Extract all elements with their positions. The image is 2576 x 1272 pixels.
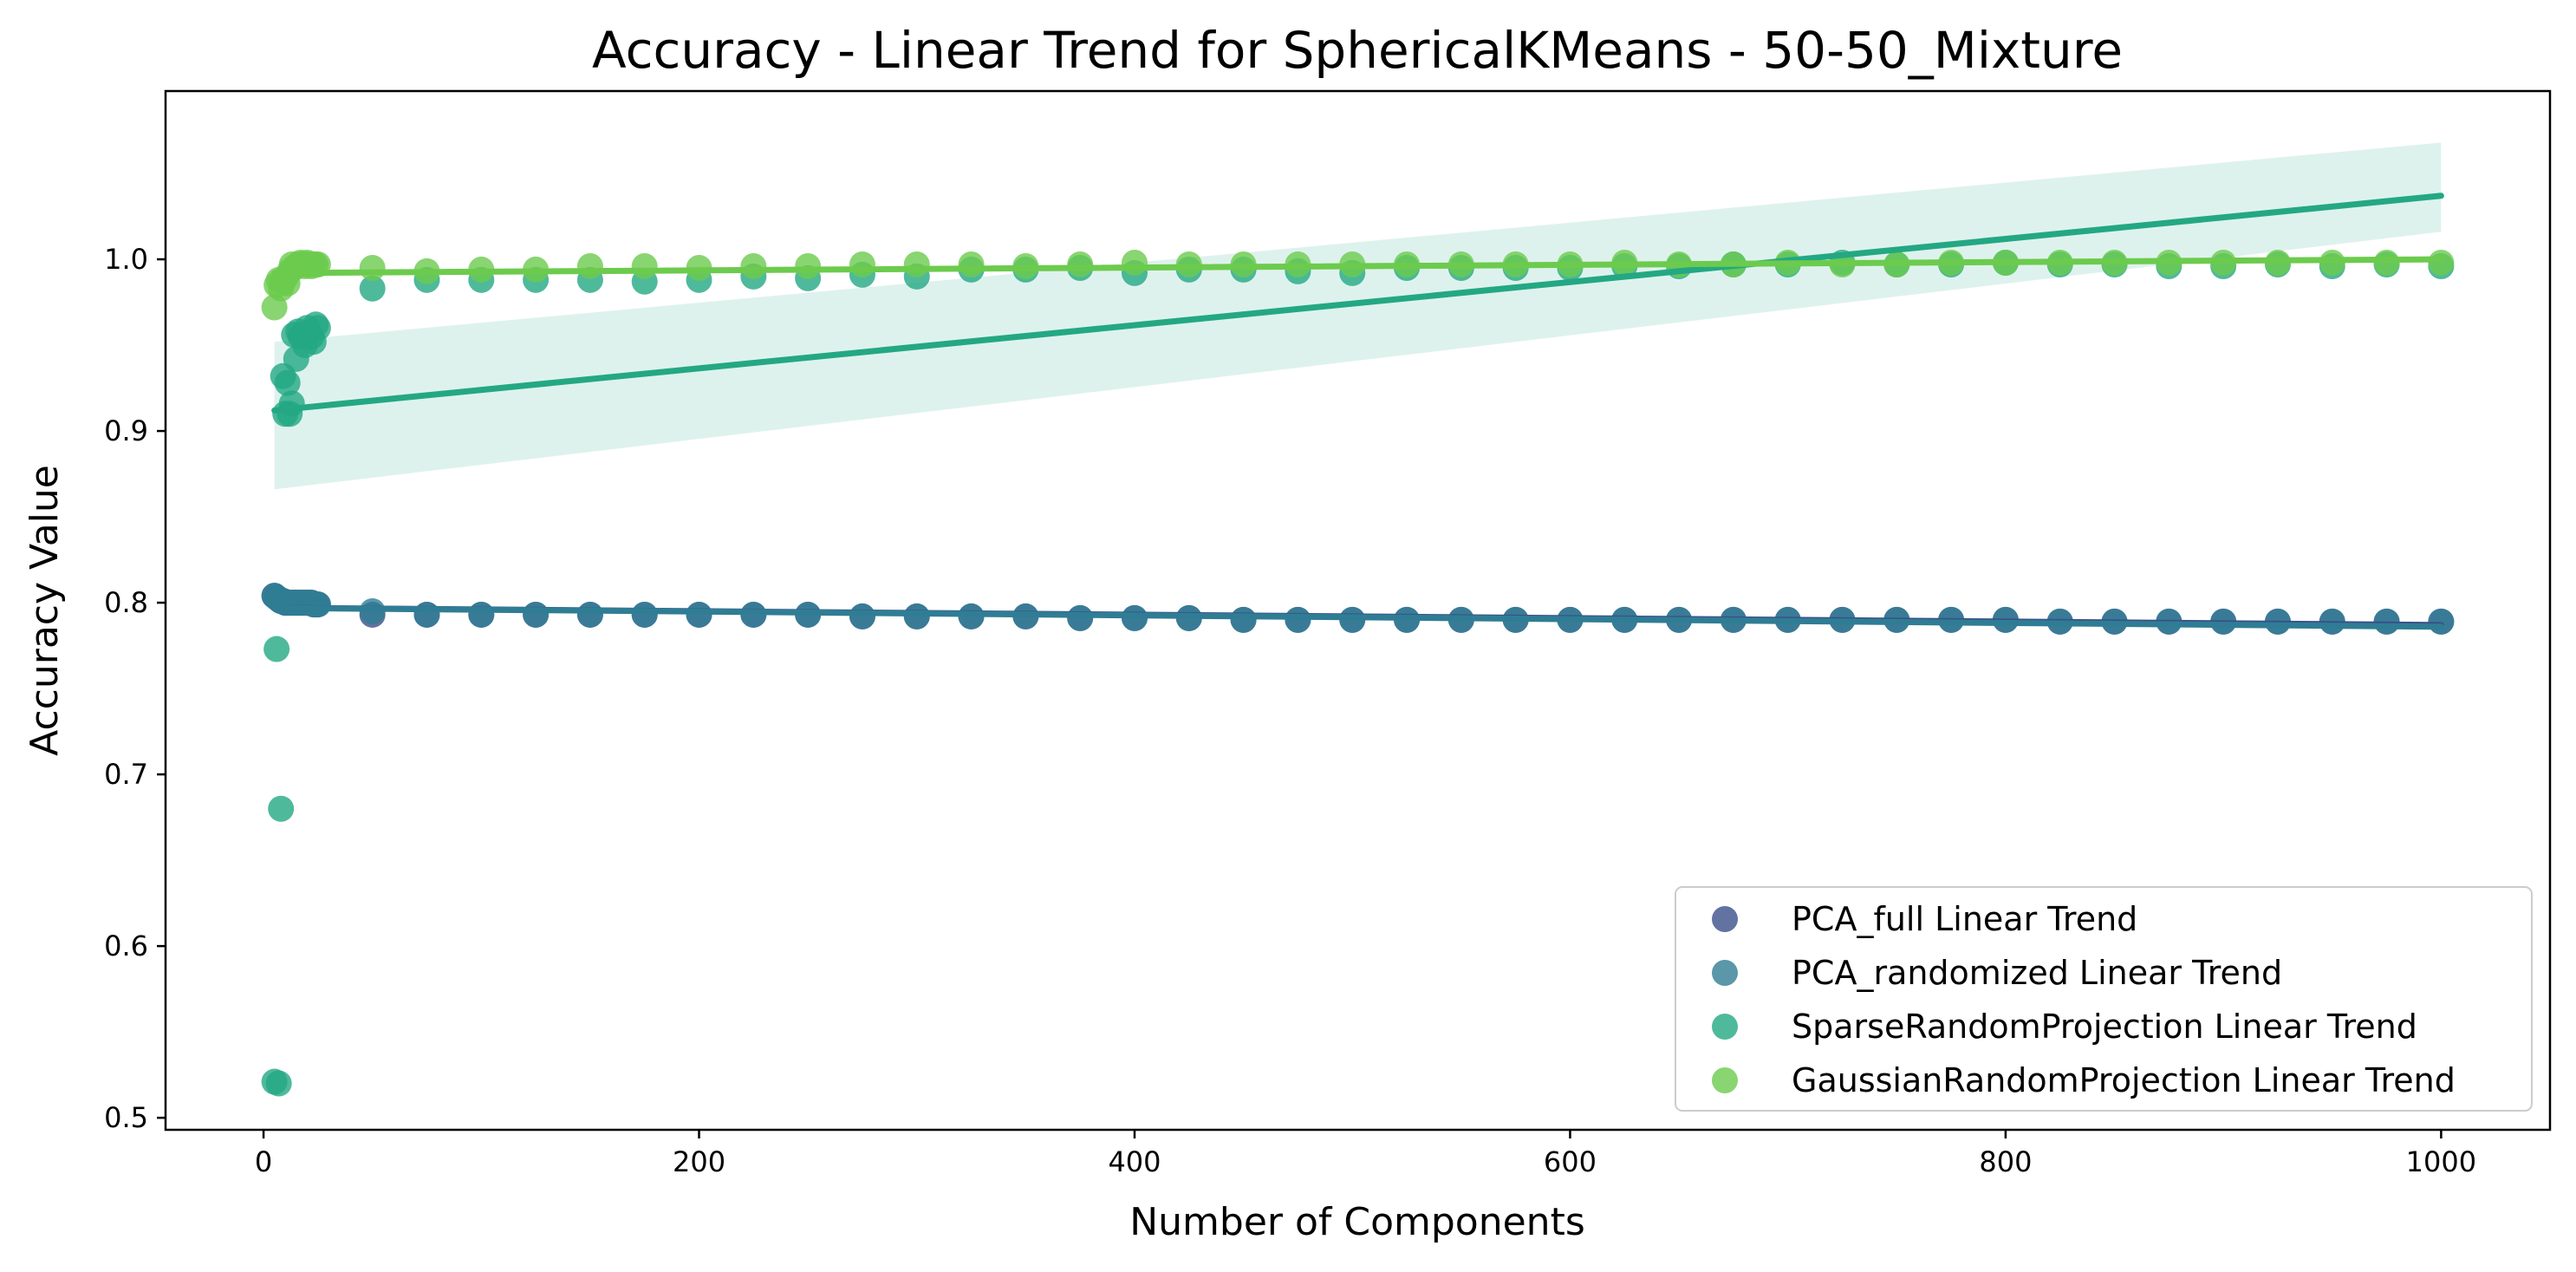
y-tick-label: 0.6 [104, 930, 148, 962]
y-axis-label: Accuracy Value [23, 465, 67, 756]
data-point [849, 603, 875, 629]
legend: PCA_full Linear Trend PCA_randomized Line… [1675, 886, 2533, 1112]
data-point [576, 601, 603, 628]
x-axis-ticks: 0 200 400 600 800 1000 [255, 1130, 2476, 1178]
data-point [631, 601, 658, 628]
trend-line-layer [271, 192, 2444, 630]
y-tick-label: 0.9 [104, 414, 148, 447]
plot-area-frame [164, 89, 2552, 1132]
data-point [359, 254, 386, 281]
x-tick-label: 400 [1108, 1145, 1161, 1178]
x-tick-label: 200 [673, 1145, 725, 1178]
legend-items: PCA_full Linear Trend PCA_randomized Line… [1712, 900, 2456, 1099]
x-axis-label: Number of Components [1129, 1200, 1585, 1244]
legend-label: GaussianRandomProjection Linear Trend [1792, 1061, 2456, 1099]
data-point [958, 251, 985, 277]
data-point [1067, 604, 1094, 631]
data-point [1121, 250, 1148, 277]
data-point [274, 369, 301, 396]
legend-marker [1712, 1014, 1738, 1040]
legend-label: PCA_randomized Linear Trend [1792, 954, 2282, 992]
x-tick-label: 1000 [2406, 1145, 2476, 1178]
trend-line [271, 192, 2444, 414]
data-point [1230, 606, 1257, 633]
data-point [265, 1070, 292, 1097]
data-point [278, 390, 305, 417]
legend-label: PCA_full Linear Trend [1792, 900, 2137, 938]
trend-line [271, 604, 2444, 630]
data-point [740, 252, 767, 279]
y-tick-label: 0.7 [104, 758, 148, 791]
legend-box [1675, 886, 2533, 1112]
y-axis-ticks: 0.5 0.6 0.7 0.8 0.9 1.0 [104, 243, 166, 1134]
data-point [468, 601, 495, 628]
data-point [631, 252, 658, 279]
data-point [849, 251, 875, 277]
data-point [2373, 250, 2400, 277]
legend-label: SparseRandomProjection Linear Trend [1792, 1008, 2417, 1046]
legend-marker [1712, 906, 1738, 932]
data-point [2428, 250, 2455, 277]
legend-marker [1712, 1067, 1738, 1093]
data-point [795, 252, 822, 279]
y-tick-label: 0.8 [104, 586, 148, 619]
data-point [263, 636, 290, 662]
trend-line [271, 256, 2444, 277]
data-point [304, 315, 331, 342]
chart-title: Accuracy - Linear Trend for SphericalKMe… [592, 21, 2123, 80]
data-point [903, 251, 930, 277]
data-point [686, 601, 712, 628]
confidence-band-layer [274, 142, 2442, 490]
x-tick-label: 600 [1544, 1145, 1597, 1178]
data-point [523, 601, 550, 628]
data-point [576, 252, 603, 279]
y-tick-label: 1.0 [104, 243, 148, 276]
x-tick-label: 800 [1979, 1145, 2032, 1178]
data-point [304, 591, 331, 618]
confidence-band [274, 142, 2442, 490]
data-point [268, 795, 295, 822]
y-tick-label: 0.5 [104, 1101, 148, 1134]
x-tick-label: 0 [255, 1145, 272, 1178]
legend-marker [1712, 960, 1738, 986]
data-point [359, 275, 386, 302]
data-point [2428, 608, 2455, 635]
data-point [413, 601, 440, 628]
data-point [1067, 251, 1094, 277]
